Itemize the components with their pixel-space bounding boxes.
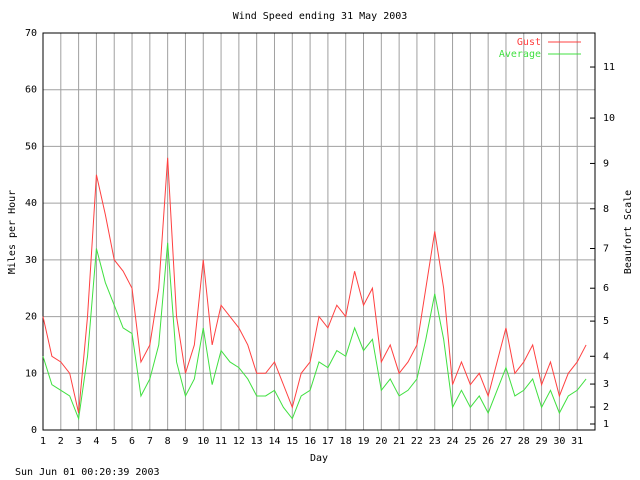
y2-tick-label: 10 <box>603 113 615 124</box>
y-axis-label: Miles per Hour <box>7 190 18 274</box>
y-tick-label: 10 <box>25 368 37 379</box>
y2-tick-label: 1 <box>603 419 609 430</box>
x-tick-label: 3 <box>76 436 82 447</box>
x-tick-label: 20 <box>375 436 387 447</box>
x-tick-label: 14 <box>268 436 280 447</box>
x-tick-label: 27 <box>500 436 512 447</box>
plot-frame <box>42 32 596 431</box>
x-tick-label: 8 <box>165 436 171 447</box>
legend-label: Average <box>499 49 541 60</box>
x-tick-label: 12 <box>233 436 245 447</box>
y-tick-label: 20 <box>25 312 37 323</box>
x-tick-label: 13 <box>251 436 263 447</box>
x-tick-label: 22 <box>411 436 423 447</box>
x-tick-label: 7 <box>147 436 153 447</box>
x-tick-label: 26 <box>482 436 494 447</box>
x-axis-label: Day <box>310 453 328 464</box>
y2-tick-label: 7 <box>603 244 609 255</box>
y2-tick-label: 2 <box>603 402 609 413</box>
y2-tick-label: 11 <box>603 62 615 73</box>
y2-axis-label: Beaufort Scale <box>623 190 634 274</box>
x-tick-label: 1 <box>40 436 46 447</box>
x-tick-label: 9 <box>182 436 188 447</box>
y2-tick-label: 3 <box>603 379 609 390</box>
x-tick-label: 4 <box>93 436 99 447</box>
chart-title: Wind Speed ending 31 May 2003 <box>233 11 408 22</box>
x-tick-label: 16 <box>304 436 316 447</box>
x-tick-label: 15 <box>286 436 298 447</box>
y-tick-label: 60 <box>25 85 37 96</box>
y-tick-label: 30 <box>25 255 37 266</box>
x-tick-label: 5 <box>111 436 117 447</box>
x-tick-label: 17 <box>322 436 334 447</box>
x-tick-label: 6 <box>129 436 135 447</box>
y2-tick-label: 6 <box>603 283 609 294</box>
x-tick-label: 19 <box>357 436 369 447</box>
y2-tick-label: 9 <box>603 158 609 169</box>
series-line <box>42 242 587 421</box>
y2-tick-label: 4 <box>603 351 609 362</box>
x-tick-label: 11 <box>215 436 227 447</box>
legend-label: Gust <box>517 37 541 48</box>
y-tick-label: 70 <box>25 28 37 39</box>
x-tick-label: 25 <box>464 436 476 447</box>
x-tick-label: 28 <box>518 436 530 447</box>
y2-tick-label: 5 <box>603 316 609 327</box>
y-tick-label: 50 <box>25 141 37 152</box>
y-tick-label: 40 <box>25 198 37 209</box>
x-tick-label: 10 <box>197 436 209 447</box>
x-tick-label: 21 <box>393 436 405 447</box>
x-tick-label: 24 <box>447 436 459 447</box>
x-tick-label: 31 <box>571 436 583 447</box>
x-tick-label: 29 <box>536 436 548 447</box>
footer: Sun Jun 01 00:20:39 2003 <box>15 467 160 478</box>
y-tick-label: 0 <box>31 425 37 436</box>
x-tick-label: 30 <box>553 436 565 447</box>
series-line <box>42 157 587 414</box>
y2-tick-label: 8 <box>603 204 609 215</box>
x-tick-label: 2 <box>58 436 64 447</box>
x-tick-label: 23 <box>429 436 441 447</box>
x-tick-label: 18 <box>340 436 352 447</box>
